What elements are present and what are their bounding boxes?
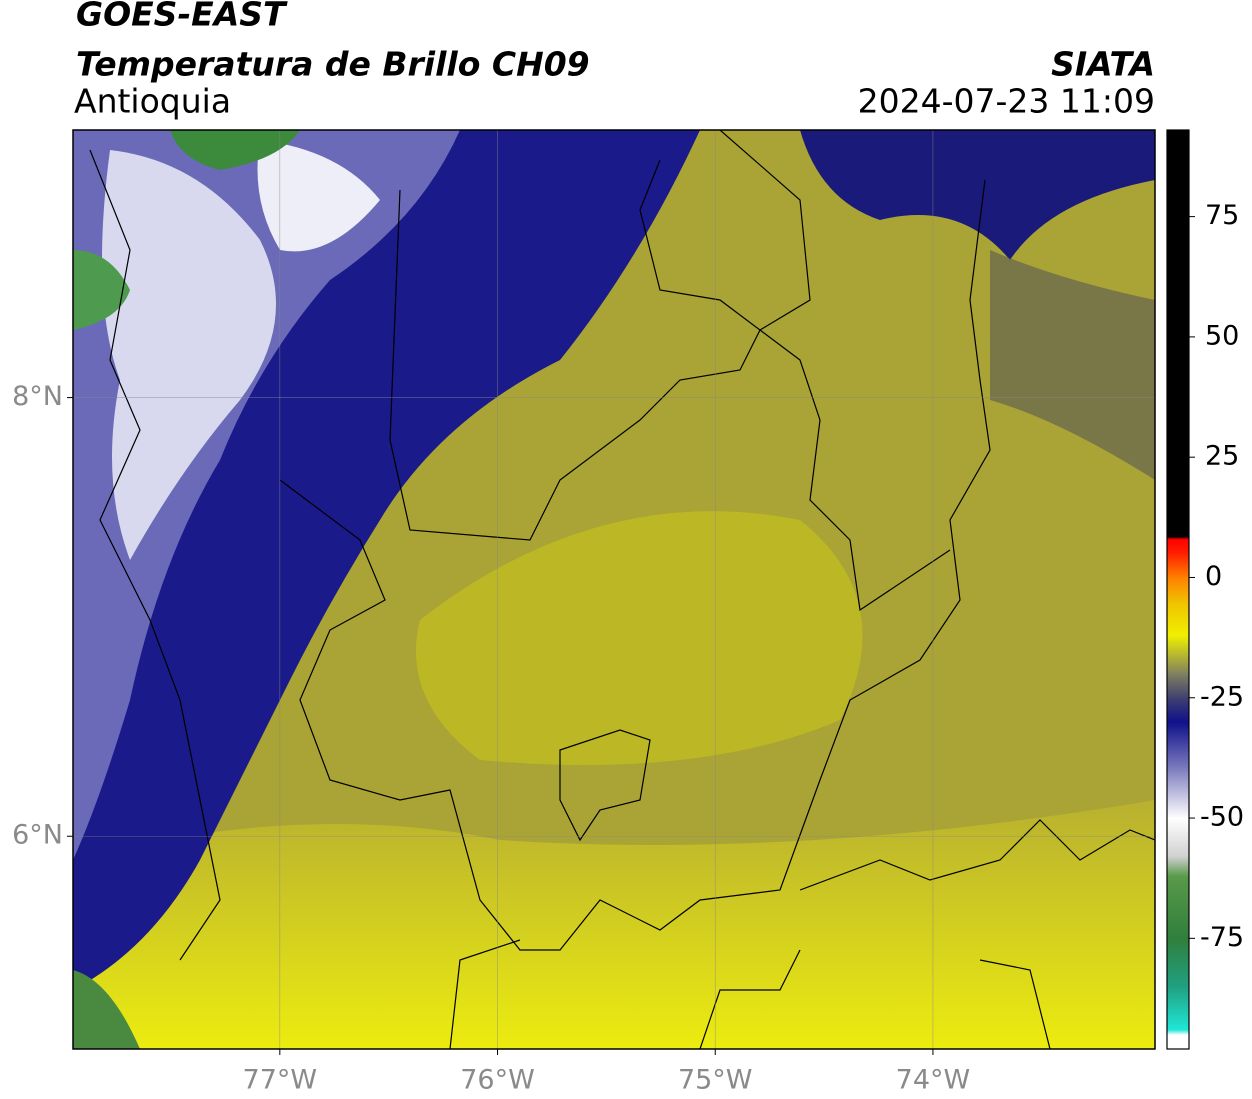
colorbar-segment <box>1167 721 1189 771</box>
colorbar-tick-label: 0 <box>1205 561 1222 592</box>
warm-ground <box>170 130 300 170</box>
map-frame <box>72 129 1156 1050</box>
x-tick-label: 75°W <box>678 1065 753 1096</box>
warm-ground <box>73 970 140 1049</box>
grid <box>73 130 1155 1049</box>
x-tick-label: 74°W <box>896 1065 971 1096</box>
colorbar-segment <box>1167 577 1189 603</box>
colorbar-frame <box>1166 129 1190 1050</box>
colorbar-segment <box>1167 769 1189 819</box>
admin-border <box>449 939 1051 1049</box>
y-tick-label: 6°N <box>12 820 63 851</box>
colorbar-tick-label: -50 <box>1200 802 1244 833</box>
coastline <box>89 149 221 961</box>
colorbar-segment <box>1167 856 1189 877</box>
colorbar-segment <box>1167 635 1189 675</box>
colorbar-tick-label: 75 <box>1205 200 1239 231</box>
subtitle: Temperatura de Brillo CH09 <box>76 45 590 84</box>
colorbar-segment <box>1167 1034 1189 1050</box>
admin-border <box>799 819 1155 891</box>
colorbar-segment <box>1167 536 1189 540</box>
colorbar-segment <box>1167 538 1189 554</box>
colorbar-segment <box>1167 601 1189 636</box>
colorbar-segment <box>1167 130 1189 538</box>
cloud-shade <box>990 250 1155 480</box>
admin-border <box>279 179 991 951</box>
timestamp: 2024-07-23 11:09 <box>858 82 1155 121</box>
colorbar-tick-label: -25 <box>1200 681 1244 712</box>
x-tick-label: 77°W <box>243 1065 318 1096</box>
cold-cloud <box>257 140 380 252</box>
colorbar-segment <box>1167 697 1189 723</box>
colorbar-tick-label: 50 <box>1205 320 1239 351</box>
y-tick-label: 8°N <box>12 381 63 412</box>
admin-border <box>719 130 811 331</box>
colorbar-tick-label: -75 <box>1200 922 1244 953</box>
warm-ground <box>73 250 130 330</box>
source: SIATA <box>1051 45 1155 84</box>
admin-border <box>759 329 951 612</box>
colorbar-tick-label: 25 <box>1205 441 1239 472</box>
map-image <box>73 130 1155 1049</box>
cold-cloud <box>102 150 276 560</box>
admin-border <box>389 159 761 541</box>
colorbar-segment <box>1167 818 1189 858</box>
cold-cloud <box>800 130 1155 260</box>
warm-area <box>416 511 863 765</box>
colorbar-segment <box>1167 1029 1189 1036</box>
colorbar-segment <box>1167 875 1189 939</box>
x-tick-label: 76°W <box>460 1065 535 1096</box>
colorbar-segment <box>1167 986 1189 1031</box>
colorbar-segment <box>1167 553 1189 578</box>
colorbar-segment <box>1167 673 1189 699</box>
colorbar <box>1167 130 1189 1050</box>
colorbar-segment <box>1167 938 1189 987</box>
admin-border <box>559 729 651 842</box>
title: GOES-EAST <box>76 0 288 34</box>
region: Antioquia <box>74 82 231 121</box>
